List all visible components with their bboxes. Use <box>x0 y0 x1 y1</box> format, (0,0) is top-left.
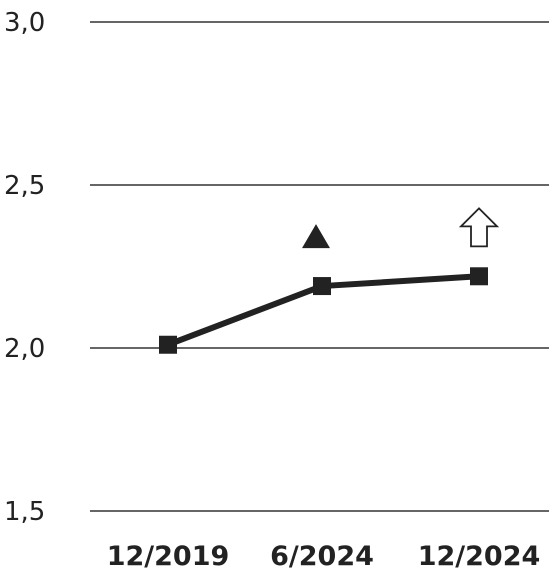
data-point-marker <box>313 277 331 296</box>
y-axis-tick-labels: 3,0 2,5 2,0 1,5 <box>4 8 45 527</box>
data-point-marker <box>470 267 488 286</box>
y-tick-label: 1,5 <box>4 497 45 527</box>
filled-triangle-up-icon <box>302 224 330 249</box>
data-point-marker <box>159 335 177 354</box>
gridlines <box>90 21 549 512</box>
series-group <box>159 267 488 354</box>
x-tick-label: 12/2019 <box>107 541 230 570</box>
outline-arrow-up-icon <box>458 207 500 248</box>
y-tick-label: 2,0 <box>4 334 45 364</box>
x-tick-label: 12/2024 <box>418 541 541 570</box>
x-tick-label: 6/2024 <box>270 541 374 570</box>
y-tick-label: 3,0 <box>4 8 45 38</box>
x-axis-tick-labels: 12/2019 6/2024 12/2024 <box>107 541 541 570</box>
y-tick-label: 2,5 <box>4 171 45 201</box>
annotation-group <box>302 207 500 249</box>
